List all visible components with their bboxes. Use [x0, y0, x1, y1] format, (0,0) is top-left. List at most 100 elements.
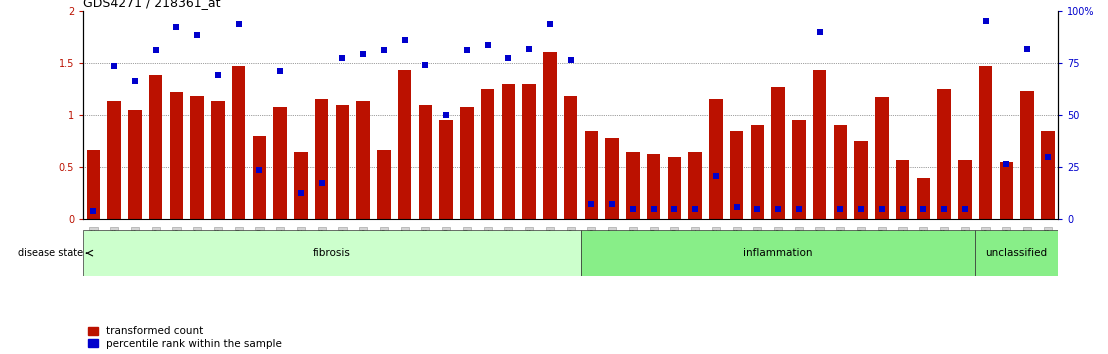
Bar: [357, 102, 370, 219]
Text: GSM380415: GSM380415: [776, 228, 781, 268]
Text: GSM380401: GSM380401: [484, 228, 491, 268]
Text: GSM380428: GSM380428: [1045, 228, 1050, 268]
Point: [914, 206, 932, 212]
Text: GSM380390: GSM380390: [256, 228, 263, 268]
Text: GSM380422: GSM380422: [921, 228, 926, 268]
Text: GSM380421: GSM380421: [900, 228, 905, 268]
Text: GSM380394: GSM380394: [339, 228, 346, 268]
Text: GSM380416: GSM380416: [796, 228, 802, 268]
Text: GSM380427: GSM380427: [1024, 228, 1030, 268]
Bar: [875, 97, 889, 219]
Text: GSM380397: GSM380397: [402, 228, 408, 268]
Bar: [502, 84, 515, 219]
Point: [976, 18, 994, 24]
Point: [624, 206, 642, 212]
Point: [790, 206, 808, 212]
Bar: [191, 96, 204, 219]
Point: [458, 47, 475, 53]
Text: GSM380386: GSM380386: [174, 228, 179, 268]
Text: GSM380396: GSM380396: [381, 228, 387, 268]
Bar: [212, 102, 225, 219]
Bar: [688, 152, 701, 219]
Text: GSM380385: GSM380385: [153, 228, 158, 268]
Text: GSM380404: GSM380404: [547, 228, 553, 268]
Bar: [647, 154, 660, 219]
Bar: [564, 96, 577, 219]
Point: [666, 206, 684, 212]
Text: GSM380410: GSM380410: [671, 228, 677, 268]
Text: GSM380425: GSM380425: [983, 228, 988, 268]
Text: GSM380418: GSM380418: [838, 228, 843, 268]
Point: [707, 173, 725, 178]
Point: [500, 55, 517, 61]
Bar: [771, 87, 784, 219]
Point: [479, 42, 496, 48]
Bar: [460, 107, 473, 219]
Text: GSM380419: GSM380419: [858, 228, 864, 268]
Point: [811, 29, 829, 34]
Point: [229, 21, 247, 27]
Point: [831, 206, 849, 212]
Point: [583, 201, 601, 207]
Text: GSM380393: GSM380393: [319, 228, 325, 268]
Point: [271, 68, 289, 74]
Bar: [958, 160, 972, 219]
Point: [562, 57, 579, 63]
Bar: [419, 104, 432, 219]
Point: [1039, 154, 1057, 160]
Bar: [315, 99, 328, 219]
Bar: [668, 157, 681, 219]
Bar: [709, 99, 722, 219]
Point: [84, 208, 102, 214]
Text: GSM380414: GSM380414: [755, 228, 760, 268]
Bar: [854, 141, 868, 219]
Bar: [750, 126, 765, 219]
Text: GSM380384: GSM380384: [132, 228, 138, 268]
Bar: [129, 110, 142, 219]
Point: [105, 63, 123, 69]
Point: [852, 206, 870, 212]
Bar: [895, 160, 910, 219]
Point: [396, 37, 413, 43]
Point: [438, 112, 455, 118]
Text: GDS4271 / 218361_at: GDS4271 / 218361_at: [83, 0, 220, 10]
Bar: [833, 126, 847, 219]
Bar: [295, 152, 308, 219]
Text: GSM380423: GSM380423: [941, 228, 947, 268]
Text: GSM380406: GSM380406: [588, 228, 594, 268]
Point: [749, 206, 767, 212]
Point: [250, 167, 268, 173]
Bar: [916, 178, 930, 219]
Text: GSM380387: GSM380387: [194, 228, 201, 268]
Text: GSM380403: GSM380403: [526, 228, 532, 268]
Text: GSM380383: GSM380383: [111, 228, 117, 268]
Bar: [440, 120, 453, 219]
Text: GSM380405: GSM380405: [567, 228, 574, 268]
Text: GSM380391: GSM380391: [277, 228, 284, 268]
Text: GSM380413: GSM380413: [733, 228, 739, 268]
Bar: [581, 230, 975, 276]
Point: [126, 78, 144, 84]
Bar: [253, 136, 266, 219]
Bar: [377, 149, 391, 219]
Point: [645, 206, 663, 212]
Text: GSM380408: GSM380408: [629, 228, 636, 268]
Point: [334, 55, 351, 61]
Bar: [730, 131, 743, 219]
Bar: [398, 70, 411, 219]
Bar: [543, 52, 556, 219]
Point: [873, 206, 891, 212]
Text: GSM380412: GSM380412: [712, 228, 719, 268]
Text: GSM380407: GSM380407: [609, 228, 615, 268]
Text: GSM380392: GSM380392: [298, 228, 304, 268]
Point: [997, 161, 1015, 167]
Text: GSM380409: GSM380409: [650, 228, 657, 268]
Point: [167, 24, 185, 30]
Text: GSM380399: GSM380399: [443, 228, 449, 268]
Point: [147, 47, 165, 53]
Point: [686, 206, 704, 212]
Bar: [1042, 131, 1055, 219]
Text: GSM380426: GSM380426: [1003, 228, 1009, 268]
Text: GSM380400: GSM380400: [464, 228, 470, 268]
Bar: [86, 149, 100, 219]
